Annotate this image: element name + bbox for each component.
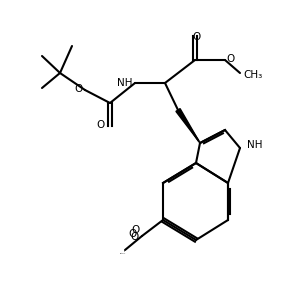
Text: methoxy: methoxy — [120, 252, 126, 253]
Polygon shape — [176, 109, 200, 143]
Text: NH: NH — [117, 78, 133, 88]
Text: O: O — [97, 120, 105, 130]
Text: O: O — [131, 232, 139, 242]
Text: O: O — [129, 229, 137, 239]
Text: CH₃: CH₃ — [243, 70, 262, 80]
Text: O: O — [193, 32, 201, 42]
Text: NH: NH — [247, 140, 263, 150]
Text: O: O — [226, 54, 234, 64]
Text: O: O — [75, 84, 83, 94]
Text: O: O — [132, 225, 140, 235]
Text: CH₃: CH₃ — [124, 251, 126, 252]
